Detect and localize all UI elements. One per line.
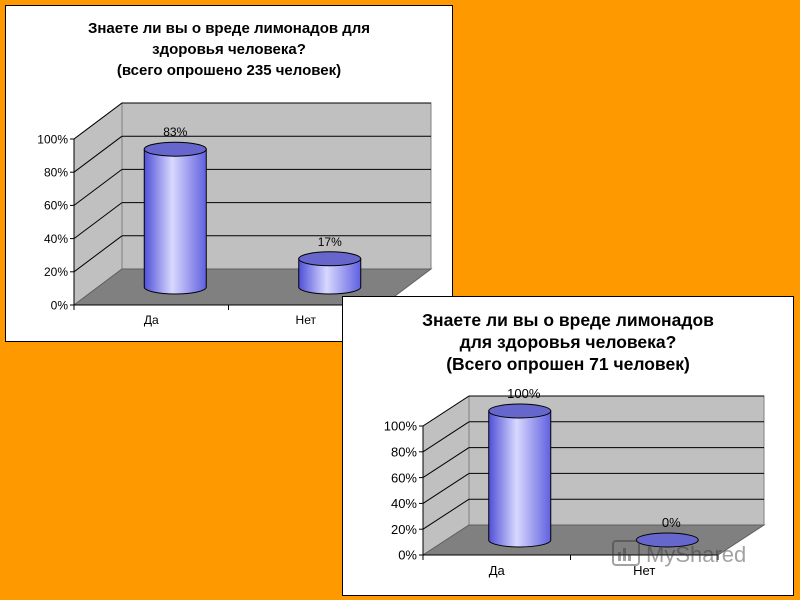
chart-title-line: Знаете ли вы о вреде лимонадов для <box>87 20 371 37</box>
y-tick-label: 60% <box>44 199 68 213</box>
data-label: 0% <box>662 515 681 530</box>
y-tick-label: 40% <box>44 232 68 246</box>
y-tick-label: 20% <box>391 522 417 537</box>
y-tick-label: 100% <box>384 419 418 434</box>
bar-1 <box>143 141 207 295</box>
bar-2 <box>635 532 699 548</box>
y-tick-label: 40% <box>391 496 417 511</box>
gridline <box>422 395 470 427</box>
y-tick-label: 80% <box>44 166 68 180</box>
bar-body <box>143 148 207 295</box>
chart-title-line: Знаете ли вы о вреде лимонадов <box>422 310 714 330</box>
y-tick-label: 80% <box>391 444 417 459</box>
gridline <box>422 421 470 453</box>
chart-panel-1: Знаете ли вы о вреде лимонадов для здоро… <box>5 5 453 342</box>
bar-top <box>635 532 699 548</box>
x-category-label: Нет <box>296 313 317 327</box>
gridline <box>73 235 123 273</box>
chart-panel-2: Знаете ли вы о вреде лимонадов для здоро… <box>342 296 794 596</box>
floor <box>421 524 766 556</box>
chart-svg-2: 0% 20% 40% 60% 80% 100% Да Нет 100% 0% <box>384 386 766 578</box>
y-tick-label: 0% <box>398 548 417 563</box>
y-tick-label: 20% <box>44 265 68 279</box>
data-label: 17% <box>318 235 342 249</box>
gridline <box>73 135 123 173</box>
gridline <box>422 498 470 530</box>
bar-top <box>143 141 207 157</box>
gridline <box>422 447 470 479</box>
chart-title: Знаете ли вы о вреде лимонадов для здоро… <box>343 309 793 375</box>
bar-1 <box>488 403 552 548</box>
chart-title-line: для здоровья человека? <box>459 332 677 352</box>
x-category-label: Да <box>144 313 159 327</box>
chart-title: Знаете ли вы о вреде лимонадов для здоро… <box>6 18 452 81</box>
y-tick-label: 100% <box>37 132 68 146</box>
bar-top <box>298 251 362 267</box>
bar-body <box>488 410 552 548</box>
chart-title-line: (Всего опрошен 71 человек) <box>446 354 690 374</box>
chart-title-line: (всего опрошено 235 человек) <box>116 62 342 79</box>
y-tick-label: 60% <box>391 470 417 485</box>
bar-top <box>488 403 552 419</box>
gridline <box>422 472 470 504</box>
bar-body <box>298 258 362 295</box>
data-label: 100% <box>507 386 541 401</box>
y-tick-label: 0% <box>51 298 69 312</box>
x-category-label: Нет <box>633 563 655 578</box>
gridline <box>73 102 123 140</box>
data-label: 83% <box>163 125 187 139</box>
chart-title-line: здоровья человека? <box>152 41 306 58</box>
x-category-label: Да <box>489 563 506 578</box>
bar-2 <box>298 251 362 295</box>
gridline <box>73 202 123 240</box>
gridline <box>73 168 123 206</box>
chart-svg-1: 0% 20% 40% 60% 80% 100% Да Нет 83% 17% <box>37 102 433 327</box>
